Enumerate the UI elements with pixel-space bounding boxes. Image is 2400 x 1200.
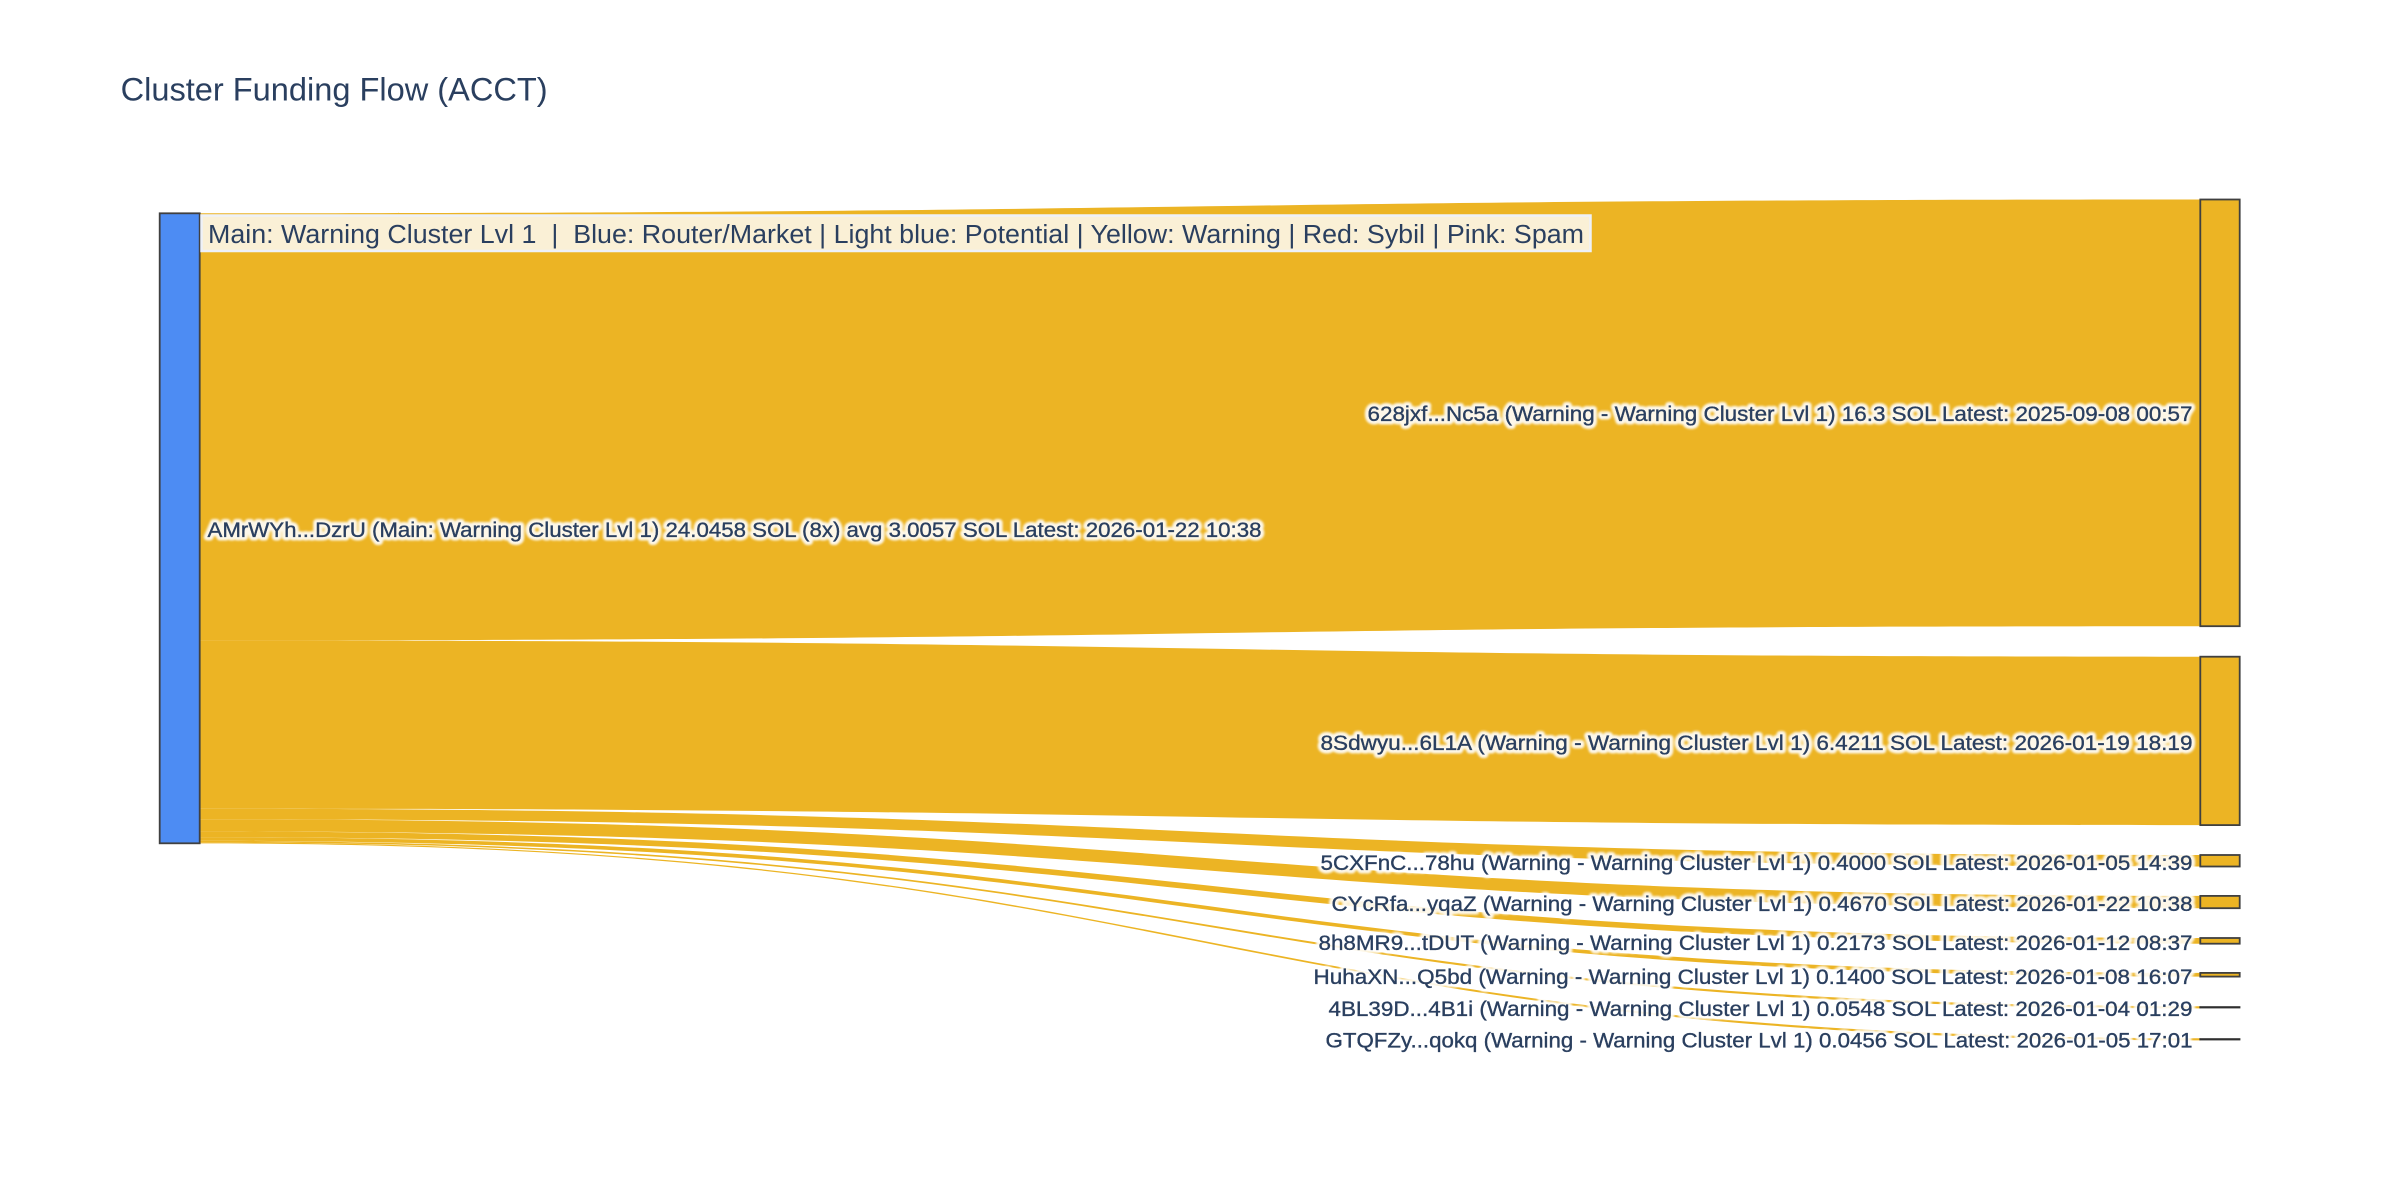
svg-text:8Sdwyu...6L1A (Warning - Warni: 8Sdwyu...6L1A (Warning - Warning Cluster… <box>1321 732 2193 755</box>
svg-text:628jxf...Nc5a (Warning - Warni: 628jxf...Nc5a (Warning - Warning Cluster… <box>1368 403 2193 426</box>
svg-text:8h8MR9...tDUT (Warning - Warni: 8h8MR9...tDUT (Warning - Warning Cluster… <box>1319 932 2193 955</box>
svg-text:Main: Warning Cluster Lvl 1 |: Main: Warning Cluster Lvl 1 | Blue: Rout… <box>208 221 1584 249</box>
svg-text:4BL39D...4B1i (Warning - Warni: 4BL39D...4B1i (Warning - Warning Cluster… <box>1329 998 2193 1021</box>
svg-text:HuhaXN...Q5bd (Warning - Warni: HuhaXN...Q5bd (Warning - Warning Cluster… <box>1314 966 2193 989</box>
svg-text:Cluster Funding Flow (ACCT): Cluster Funding Flow (ACCT) <box>121 71 548 107</box>
svg-text:GTQFZy...qokq (Warning - Warni: GTQFZy...qokq (Warning - Warning Cluster… <box>1326 1029 2193 1052</box>
svg-text:8h8MR9...tDUT (Warning - Warni: 8h8MR9...tDUT (Warning - Warning Cluster… <box>1319 932 2193 955</box>
svg-text:AMrWYh...DzrU (Main: Warning C: AMrWYh...DzrU (Main: Warning Cluster Lvl… <box>208 519 1262 542</box>
svg-text:5CXFnC...78hu (Warning - Warni: 5CXFnC...78hu (Warning - Warning Cluster… <box>1321 852 2193 875</box>
svg-text:AMrWYh...DzrU (Main: Warning C: AMrWYh...DzrU (Main: Warning Cluster Lvl… <box>208 519 1262 542</box>
svg-text:CYcRfa...yqaZ (Warning - Warni: CYcRfa...yqaZ (Warning - Warning Cluster… <box>1332 893 2193 916</box>
svg-text:5CXFnC...78hu (Warning - Warni: 5CXFnC...78hu (Warning - Warning Cluster… <box>1321 852 2193 875</box>
svg-text:CYcRfa...yqaZ (Warning - Warni: CYcRfa...yqaZ (Warning - Warning Cluster… <box>1332 893 2193 916</box>
svg-text:GTQFZy...qokq (Warning - Warni: GTQFZy...qokq (Warning - Warning Cluster… <box>1326 1029 2193 1052</box>
svg-text:8Sdwyu...6L1A (Warning - Warni: 8Sdwyu...6L1A (Warning - Warning Cluster… <box>1321 732 2193 755</box>
svg-text:4BL39D...4B1i (Warning - Warni: 4BL39D...4B1i (Warning - Warning Cluster… <box>1329 998 2193 1021</box>
svg-text:HuhaXN...Q5bd (Warning - Warni: HuhaXN...Q5bd (Warning - Warning Cluster… <box>1314 966 2193 989</box>
svg-text:628jxf...Nc5a (Warning - Warni: 628jxf...Nc5a (Warning - Warning Cluster… <box>1368 403 2193 426</box>
